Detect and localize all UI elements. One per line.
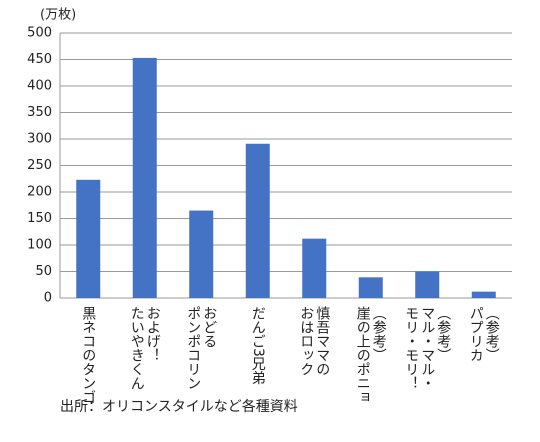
bar	[76, 179, 101, 298]
bar	[189, 210, 214, 298]
x-tick-label: だんご3兄弟	[249, 306, 266, 385]
y-tick-label: 450	[27, 52, 52, 67]
x-tick-label: （参考） マル・マル・ モリ・モリ！	[403, 306, 452, 390]
y-axis-label: (万枚)	[40, 8, 76, 23]
x-tick-label: およげ！ たいやきくん	[128, 306, 161, 390]
y-tick-label: 50	[35, 264, 52, 279]
x-tick-label: 黒ネコのタンゴ	[80, 306, 97, 404]
source-note: 出所：オリコンスタイルなど各種資料	[60, 399, 298, 415]
y-tick-label: 300	[27, 132, 52, 147]
y-tick-label: 500	[27, 26, 52, 41]
bar	[358, 277, 383, 298]
y-tick-label: 100	[27, 238, 52, 253]
x-tick-label: （参考） 崖の上のポニョ	[354, 306, 387, 404]
x-tick-label: 慎吾ママの おはロック	[298, 306, 331, 376]
bar	[245, 143, 270, 298]
bar	[132, 57, 157, 298]
bar	[302, 238, 327, 298]
bar	[471, 291, 496, 298]
x-tick-label: （参考） パプリカ	[467, 306, 500, 362]
y-tick-label: 400	[27, 79, 52, 94]
y-tick-label: 250	[27, 158, 52, 173]
bar	[415, 271, 440, 298]
y-tick-label: 350	[27, 105, 52, 120]
y-tick-label: 0	[44, 291, 52, 306]
y-tick-label: 150	[27, 211, 52, 226]
y-tick-label: 200	[27, 185, 52, 200]
x-tick-label: おどる ポンポコリン	[185, 306, 218, 390]
